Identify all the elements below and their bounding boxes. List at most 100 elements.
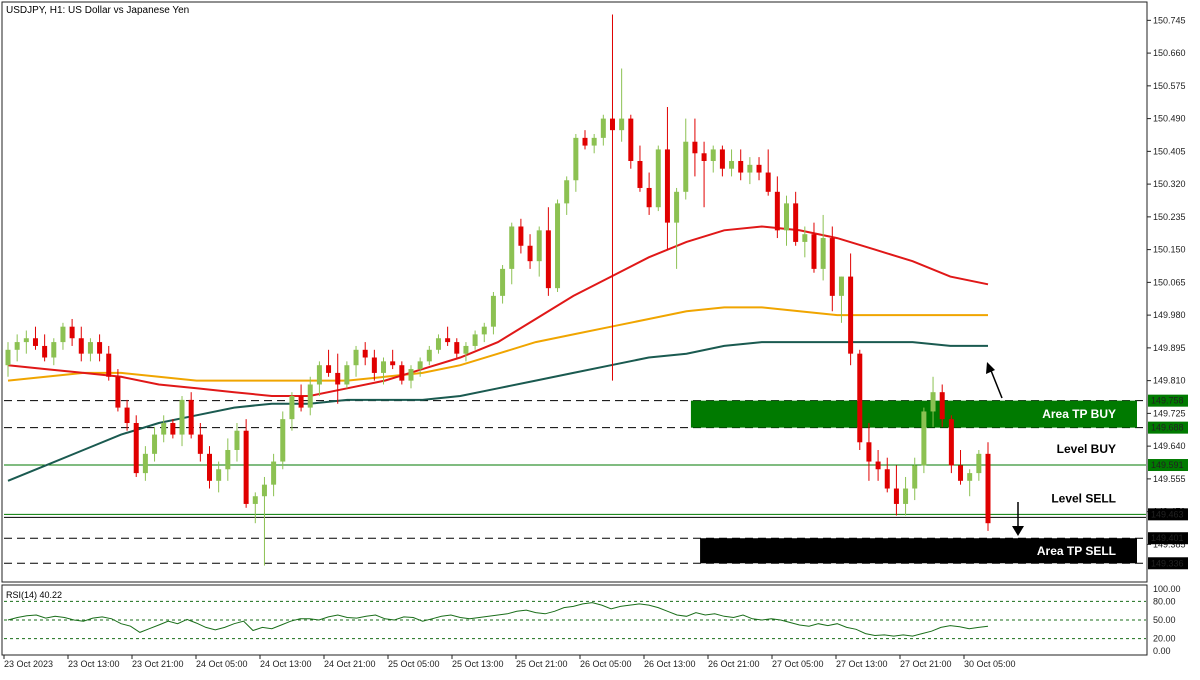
price-pane-frame: [1, 1, 1148, 583]
y-tick-label: 150.065: [1153, 277, 1186, 287]
candle-body: [445, 338, 451, 343]
x-tick-label: 30 Oct 05:00: [964, 659, 1016, 669]
candle-body: [701, 153, 707, 161]
y-tick-label: 150.575: [1153, 81, 1186, 91]
candle-body: [729, 160, 735, 169]
candle-body: [719, 149, 725, 169]
candle-body: [298, 396, 304, 408]
candle-body: [628, 118, 634, 161]
price-tag-label: 149.591: [1151, 460, 1184, 470]
x-tick-label: 25 Oct 05:00: [388, 659, 440, 669]
x-tick-label: 24 Oct 21:00: [324, 659, 376, 669]
candle-body: [820, 238, 826, 269]
zones: Area TP BUY Area TP SELL: [690, 400, 1137, 564]
rsi-panel: 100.00 80.00 50.00 20.00 0.00: [4, 584, 1181, 656]
x-tick-label: 24 Oct 13:00: [260, 659, 312, 669]
candle-body: [399, 365, 405, 381]
x-tick-label: 26 Oct 21:00: [708, 659, 760, 669]
price-tag-box: [1148, 508, 1188, 521]
y-tick-label: 150.235: [1153, 212, 1186, 222]
candle-body: [976, 453, 982, 474]
price-tag-box: [1148, 557, 1188, 570]
candle-body: [271, 461, 277, 485]
y-tick-label: 150.320: [1153, 179, 1186, 189]
price-tag-box: [1148, 421, 1188, 434]
x-axis: 23 Oct 2023 23 Oct 13:00 23 Oct 21:00 24 Oc…: [3, 655, 1016, 669]
candle-body: [5, 349, 11, 366]
candle-body: [371, 357, 377, 373]
y-tick-label: 149.810: [1153, 376, 1186, 386]
candle-body: [912, 465, 918, 489]
candle-body: [619, 118, 625, 131]
candle-body: [829, 238, 835, 296]
candle-body: [948, 419, 954, 466]
candle-body: [152, 434, 158, 454]
x-tick-label: 23 Oct 21:00: [132, 659, 184, 669]
y-tick-label: 150.660: [1153, 48, 1186, 58]
arrows: [986, 362, 1024, 536]
x-tick-label: 26 Oct 13:00: [644, 659, 696, 669]
candle-body: [289, 396, 295, 420]
ma-mid-line: [7, 306, 988, 382]
x-tick-label: 23 Oct 2023: [4, 659, 53, 669]
candle-body: [774, 191, 780, 231]
candle-body: [362, 349, 368, 358]
rsi-label: RSI(14) 40.22: [6, 590, 62, 600]
candle-body: [857, 353, 863, 443]
candle-body: [454, 342, 460, 354]
arrow-down-head: [1012, 526, 1024, 536]
candle-body: [674, 191, 680, 223]
price-tag-box: [1148, 459, 1188, 472]
candle-body: [417, 361, 423, 370]
candle-body: [326, 365, 332, 373]
candle-body: [939, 392, 945, 420]
chart-title: USDJPY, H1: US Dollar vs Japanese Yen: [6, 5, 189, 16]
x-tick-label: 25 Oct 21:00: [516, 659, 568, 669]
level-label: Level BUY: [1057, 442, 1116, 456]
price-tag-label: 149.463: [1151, 509, 1184, 519]
candle-body: [683, 141, 689, 192]
candle-body: [738, 160, 744, 173]
candle-body: [42, 345, 48, 358]
candle-body: [435, 338, 441, 350]
candle-body: [78, 338, 84, 354]
y-tick-label: 149.385: [1153, 539, 1186, 549]
candle-body: [793, 203, 799, 242]
candle-body: [555, 203, 561, 289]
zone-label: Area TP SELL: [1037, 544, 1116, 558]
candle-body: [545, 230, 551, 289]
candle-body: [133, 423, 139, 474]
candle-body: [903, 488, 909, 504]
price-tag-label: 149.758: [1151, 396, 1184, 406]
candle-body: [390, 361, 396, 366]
candle-body: [69, 326, 75, 339]
candle-body: [692, 141, 698, 154]
candle-body: [188, 399, 194, 435]
y-tick-label: 150.405: [1153, 146, 1186, 156]
candle-body: [216, 469, 222, 481]
candle-body: [463, 345, 469, 354]
y-tick-label: 149.555: [1153, 474, 1186, 484]
candle-body: [197, 434, 203, 454]
candle-body: [958, 465, 964, 481]
candle-body: [481, 326, 487, 335]
zone-label: Area TP BUY: [1042, 407, 1116, 421]
level-label: Level SELL: [1051, 491, 1116, 505]
candle-body: [161, 423, 167, 435]
candle-body: [243, 430, 249, 504]
arrow-up-head: [986, 362, 995, 374]
rsi-tick-label: 20.00: [1153, 634, 1176, 644]
candle-body: [97, 342, 103, 354]
candle-body: [802, 234, 808, 242]
candle-body: [234, 430, 240, 450]
y-tick-label: 149.895: [1153, 343, 1186, 353]
candle-body: [573, 137, 579, 181]
candle-body: [115, 376, 121, 408]
price-tags: 149.758149.688149.591149.463149.401149.3…: [1148, 394, 1188, 570]
candle-body: [811, 234, 817, 269]
candle-body: [527, 245, 533, 262]
zone-area-tp-buy: [690, 400, 1137, 428]
candle-body: [206, 453, 212, 481]
